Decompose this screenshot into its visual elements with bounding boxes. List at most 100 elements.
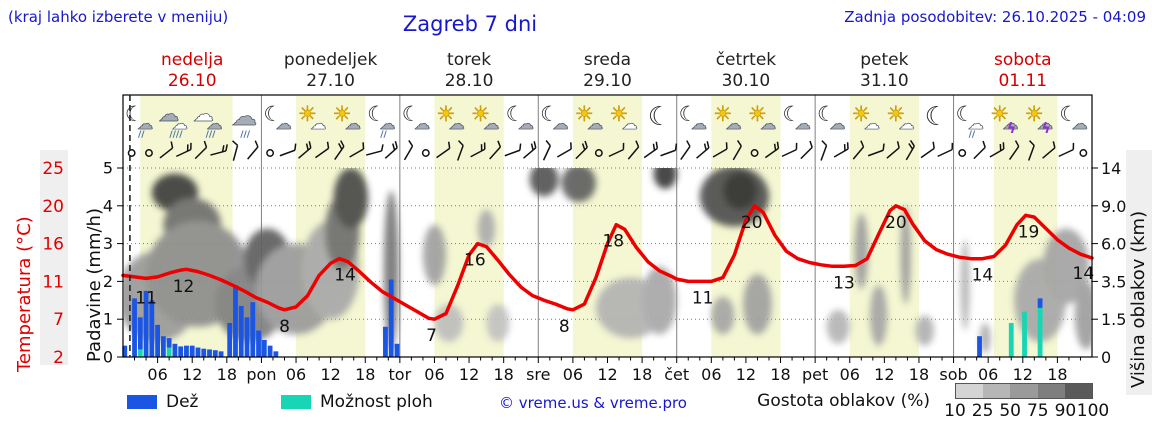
cloud-gray-icon: ☁ bbox=[158, 102, 179, 126]
cloud-gray-icon: ☁ bbox=[449, 114, 465, 133]
svg-text:18: 18 bbox=[632, 365, 652, 384]
density-segment bbox=[1037, 384, 1065, 398]
sun-icon: ☀ bbox=[990, 102, 1009, 126]
cloud-white-icon: ☁ bbox=[899, 114, 915, 133]
cloud-height-tick-label: 0 bbox=[1101, 348, 1111, 367]
wind-barb-icon bbox=[315, 141, 330, 159]
wind-barb-icon bbox=[937, 142, 954, 158]
density-segment bbox=[1010, 384, 1038, 398]
day-date: 31.10 bbox=[860, 71, 909, 91]
sun-icon: ☀ bbox=[471, 102, 490, 126]
wind-barb-icon bbox=[781, 142, 798, 158]
x-axis-labels: 06 12 18 pon 06 12 18 tor 06 12 18 sre 06 12 18 čet 06 12… bbox=[147, 365, 1067, 384]
density-tick-label: 90 bbox=[1054, 401, 1077, 421]
svg-text:18: 18 bbox=[909, 365, 929, 384]
svg-text:sre: sre bbox=[526, 365, 550, 384]
density-segment bbox=[1064, 384, 1093, 398]
wind-barb-icon bbox=[905, 140, 915, 161]
moon-icon: ☾ bbox=[367, 102, 386, 126]
temp-tick-label: 25 bbox=[42, 159, 64, 179]
svg-text:14: 14 bbox=[334, 266, 356, 286]
wind-barb-icon bbox=[867, 143, 885, 157]
svg-text:18: 18 bbox=[355, 365, 375, 384]
svg-text:06: 06 bbox=[978, 365, 998, 384]
svg-text:12: 12 bbox=[320, 365, 340, 384]
svg-text:sob: sob bbox=[939, 365, 967, 384]
temp-tick-label: 2 bbox=[53, 348, 64, 368]
cloud-white-icon: ☁ bbox=[172, 114, 188, 133]
svg-text:12: 12 bbox=[597, 365, 617, 384]
cloud-gray-icon: ☁ bbox=[587, 114, 603, 133]
svg-text:11: 11 bbox=[135, 288, 157, 308]
wind-barb-icon bbox=[608, 142, 625, 158]
x-axis-ticks bbox=[134, 357, 1081, 363]
drizzle-icon: // bbox=[380, 130, 387, 140]
cloud-gray-icon: ☁ bbox=[760, 114, 776, 133]
svg-text:18: 18 bbox=[493, 365, 513, 384]
moon-icon: ☾ bbox=[263, 102, 282, 126]
day-name: nedelja bbox=[161, 50, 224, 70]
cloud-density-colorbar bbox=[955, 383, 1093, 399]
svg-text:06: 06 bbox=[424, 365, 444, 384]
wind-barb-icon bbox=[194, 140, 208, 160]
sun-icon: ☀ bbox=[575, 102, 594, 126]
density-segment bbox=[983, 384, 1011, 398]
rain-axis-title: Padavine (mm/h) bbox=[84, 208, 105, 362]
wind-barb-icon bbox=[575, 140, 588, 160]
precipitation-bars bbox=[122, 279, 1043, 357]
svg-text:06: 06 bbox=[563, 365, 583, 384]
wind-barb-icon bbox=[820, 140, 828, 161]
moon-icon: ☾ bbox=[506, 102, 525, 126]
svg-text:06: 06 bbox=[701, 365, 721, 384]
wind-barb-icon bbox=[556, 142, 572, 158]
svg-text:12: 12 bbox=[182, 365, 202, 384]
location-hint: (kraj lahko izberete v meniju) bbox=[8, 8, 229, 26]
day-header: torek 28.10 bbox=[400, 50, 538, 92]
cloud-gray-icon: ☁ bbox=[518, 114, 534, 133]
rain-tick-label: 3 bbox=[103, 234, 113, 253]
temperature-axis-title: Temperatura (°C) bbox=[14, 216, 35, 372]
wind-barb-icon bbox=[298, 141, 312, 159]
svg-text:20: 20 bbox=[741, 213, 763, 233]
density-tick-label: 25 bbox=[971, 401, 994, 421]
calm-wind-icon bbox=[421, 149, 430, 157]
day-date: 28.10 bbox=[444, 71, 494, 91]
temp-tick-label: 11 bbox=[42, 272, 64, 292]
cloud-density-layer bbox=[124, 168, 1091, 354]
svg-text:12: 12 bbox=[173, 277, 195, 297]
wind-barb-icon bbox=[159, 141, 174, 159]
cloud-white-icon: ☁ bbox=[622, 114, 638, 133]
calm-wind-icon bbox=[750, 149, 759, 157]
cloud-gray-icon: ☁ bbox=[414, 114, 430, 133]
moon-icon: ☾ bbox=[817, 102, 836, 126]
wind-barb-icon bbox=[973, 140, 986, 160]
temperature-labels: 11 12 8 14 7 16 8 18 11 20 13 20 14 19 14 bbox=[135, 213, 1094, 346]
day-name: ponedeljek bbox=[283, 50, 378, 70]
copyright-link[interactable]: © vreme.us & vreme.pro bbox=[499, 394, 687, 412]
rain-legend-label: Dež bbox=[166, 392, 199, 412]
cloud-gray-icon: ☁ bbox=[207, 114, 223, 133]
svg-text:12: 12 bbox=[1013, 365, 1033, 384]
temperature-line bbox=[121, 204, 1094, 321]
moon-icon: ☾ bbox=[925, 102, 948, 132]
temp-tick-label: 16 bbox=[42, 235, 64, 255]
cloud-gray-icon: ☁ bbox=[829, 114, 845, 133]
cloud-white-icon: ☁ bbox=[310, 114, 326, 133]
svg-text:13: 13 bbox=[833, 273, 855, 293]
wind-barb-icon bbox=[232, 140, 239, 161]
svg-text:06: 06 bbox=[286, 365, 306, 384]
rain-tick-label: 4 bbox=[103, 196, 113, 215]
day-date: 01.11 bbox=[998, 71, 1048, 91]
rain-icon: /// bbox=[206, 130, 217, 140]
weather-icons-row: ☾☁//☁☁////☁☁///☁///☾☁ ☀☁ ☀☁ ☾☁//☾☁ ☀☁ ☀☁ ☾☁ ☾☁ ☀… bbox=[125, 102, 1088, 140]
wind-barb-icon bbox=[852, 140, 865, 160]
svg-text:18: 18 bbox=[602, 232, 624, 252]
svg-text:12: 12 bbox=[736, 365, 756, 384]
wind-barb-icon bbox=[680, 140, 691, 160]
calm-wind-icon bbox=[145, 149, 153, 157]
moon-icon: ☾ bbox=[402, 102, 421, 126]
day-header: četrtek 30.10 bbox=[677, 50, 815, 92]
lightning-icon: ϟ bbox=[1041, 121, 1050, 137]
